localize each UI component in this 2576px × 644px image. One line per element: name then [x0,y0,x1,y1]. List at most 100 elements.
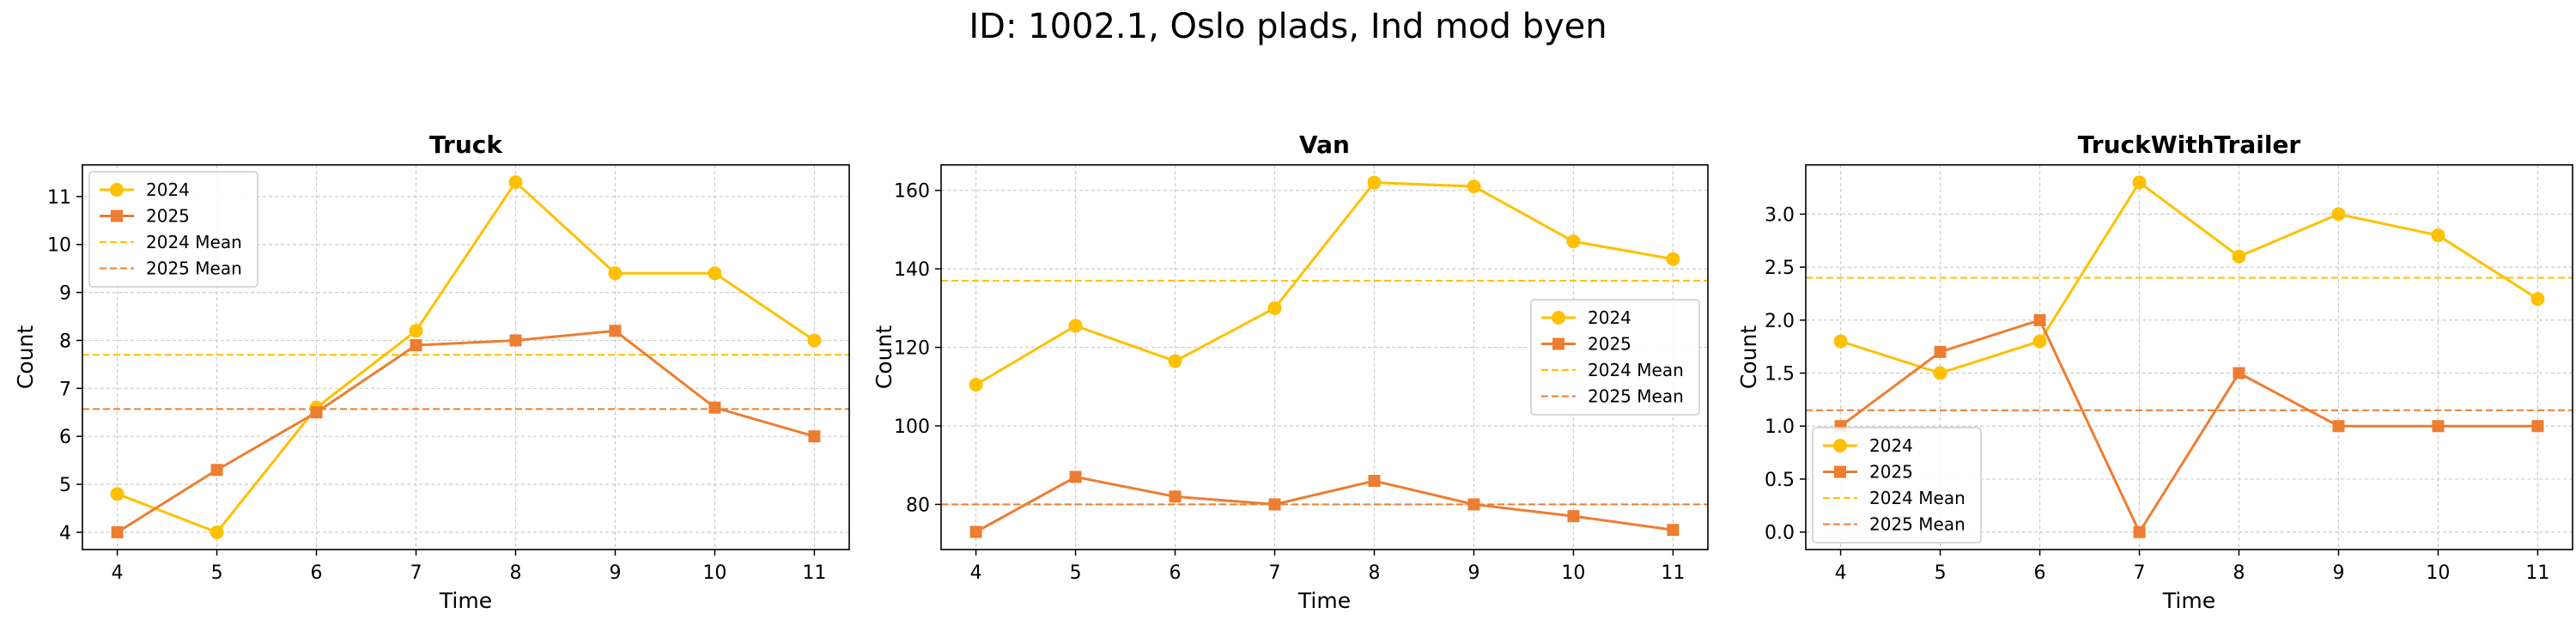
data-point-2025 [1169,490,1182,503]
data-point-2024 [2530,292,2545,307]
y-axis-label: Count [872,325,896,389]
x-tick-label: 8 [2233,562,2245,584]
legend-marker [110,183,124,197]
plot-frame [82,164,850,550]
y-axis-label: Count [1736,325,1761,389]
legend-label: 2024 Mean [1869,488,1965,508]
x-tick-label: 7 [1269,562,1281,584]
data-point-2025 [808,430,821,443]
y-tick-label: 0.5 [1765,470,1795,491]
legend-label: 2024 Mean [1588,360,1684,380]
x-axis-label: Time [1297,588,1351,613]
legend-label: 2025 Mean [1869,514,1965,535]
x-tick-label: 10 [2426,562,2450,584]
legend-label: 2025 [1588,334,1631,355]
legend-label: 2025 Mean [146,258,242,279]
chart-title: Van [1299,131,1350,159]
data-point-2024 [807,333,822,348]
chart-panel-2: 4 5 6 7 8 9 10 11 80 100 120 140 160 Van Time Count 2024… [872,131,1709,613]
data-point-2024 [210,525,224,539]
chart-title: Truck [429,131,503,159]
data-point-2025 [111,526,124,538]
data-point-2024 [1168,354,1182,368]
x-tick-label: 8 [509,562,521,584]
data-point-2025 [1667,524,1680,537]
x-tick-label: 6 [2034,562,2046,584]
data-point-2024 [2232,249,2246,264]
series-line-2025 [975,475,1674,533]
x-tick-label: 10 [1561,562,1585,584]
series-line-2024 [117,179,816,534]
data-point-2025 [1268,498,1281,511]
x-tick-label: 9 [2332,562,2344,584]
chart-panel-1: 4 5 6 7 8 9 10 114567891011TruckTimeCount202420… [13,131,850,613]
x-tick-label: 8 [1368,562,1380,584]
legend-label: 2024 [1588,307,1631,328]
y-tick-label: 11 [47,187,71,209]
data-point-2024 [2331,207,2346,222]
data-point-2024 [969,378,983,392]
figure-title: ID: 1002.1, Oslo plads, Ind mod byen [969,7,1607,46]
x-tick-label: 4 [112,562,124,584]
data-point-2025 [969,526,982,538]
plot-frame [1805,164,2573,550]
data-point-2024 [1068,319,1083,333]
series-line-2025 [1839,318,2538,535]
data-point-2024 [2431,228,2445,243]
data-point-2025 [310,406,323,419]
data-point-2025 [210,464,223,477]
legend-label: 2025 [146,206,190,227]
data-point-2025 [609,325,622,337]
data-point-2025 [1368,475,1381,487]
legend-box [88,171,258,288]
y-tick-label: 5 [59,475,71,496]
x-tick-label: 11 [1661,562,1685,584]
legend-box [1530,299,1700,416]
x-axis-label: Time [2162,588,2215,613]
data-point-2025 [2332,420,2345,433]
series-line-2025 [116,329,815,534]
y-tick-label: 0.0 [1765,523,1795,544]
data-point-2024 [1566,234,1581,249]
legend-label: 2024 [146,179,190,200]
y-tick-label: 140 [894,259,930,281]
data-point-2025 [509,334,522,347]
legend-label: 2024 Mean [146,232,242,252]
chart-panel-3: 4 5 6 7 8 9 10 11 0.0 0.5 1.0 1.5 2.0 2.5 3.0 TruckWith… [1736,131,2573,613]
legend-marker [111,210,123,222]
data-point-2025 [410,339,422,352]
y-tick-label: 2.5 [1765,258,1795,279]
chart-title: TruckWithTrailer [2078,131,2301,159]
data-point-2024 [508,175,523,190]
data-point-2024 [1833,334,1848,349]
x-tick-label: 9 [609,562,621,584]
x-tick-label: 5 [1070,562,1082,584]
x-tick-label: 6 [311,562,323,584]
x-tick-label: 4 [1835,562,1847,584]
y-tick-label: 9 [59,283,71,305]
y-tick-label: 80 [906,495,930,516]
y-tick-label: 120 [894,338,930,360]
x-tick-label: 5 [211,562,223,584]
y-tick-label: 3.0 [1765,204,1795,226]
legend: 2024 2025 2024 Mean 2025 Mean [1530,299,1700,416]
data-point-2024 [1933,366,1947,380]
data-point-2025 [708,401,721,414]
y-tick-label: 8 [59,331,71,352]
x-tick-label: 6 [1170,562,1182,584]
y-tick-label: 1.0 [1765,416,1795,438]
x-tick-label: 9 [1467,562,1479,584]
data-point-2025 [1567,510,1580,523]
data-point-2025 [1934,345,1947,358]
data-point-2025 [1069,471,1082,483]
y-tick-label: 10 [47,235,71,257]
legend-label: 2025 Mean [1588,386,1684,407]
x-tick-label: 4 [970,562,982,584]
y-tick-label: 6 [59,427,71,448]
series-line-2024 [975,181,1674,386]
data-point-2024 [110,487,125,501]
data-point-2025 [2133,526,2146,538]
series-line-2024 [1840,180,2539,375]
legend-marker [1552,337,1564,350]
